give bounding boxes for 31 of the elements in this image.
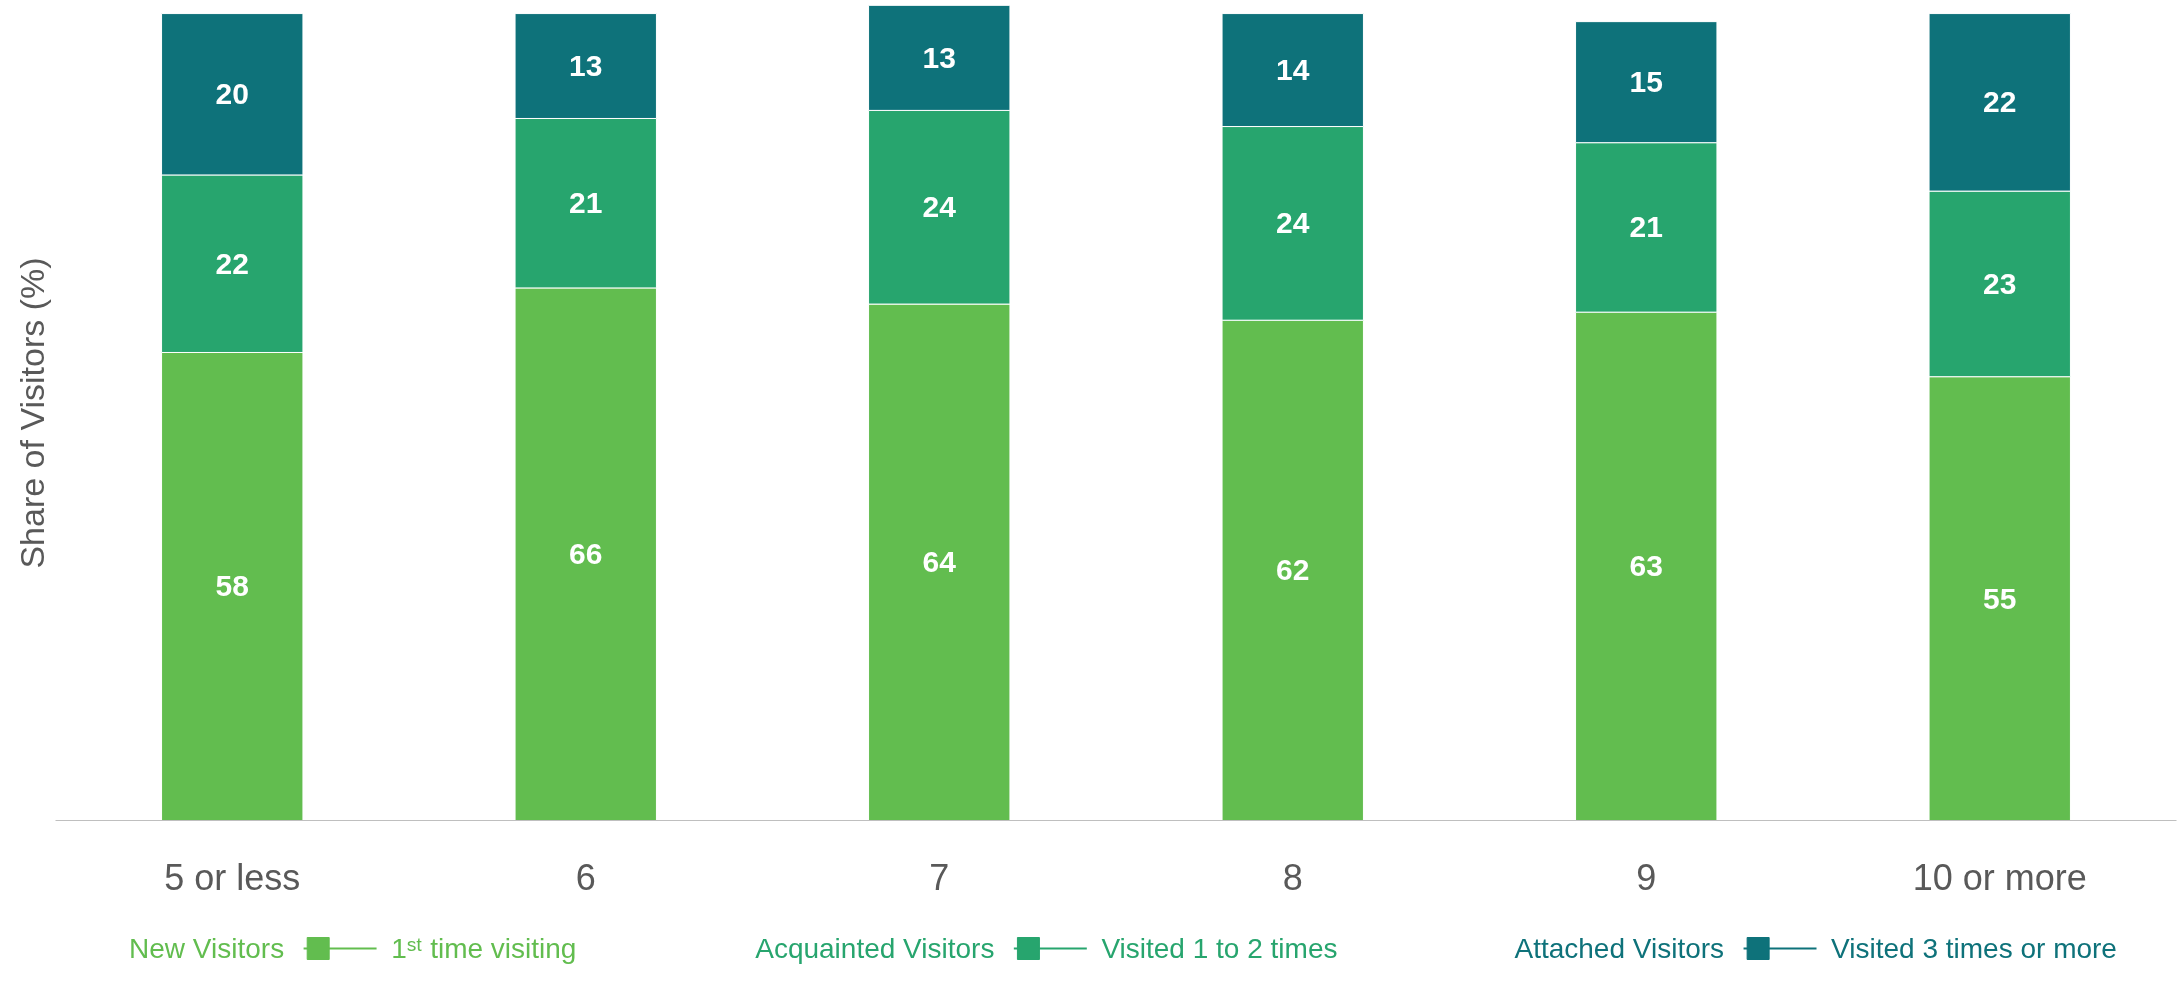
data-label: 64 bbox=[922, 545, 957, 579]
y-axis-title: Share of Visitors (%) bbox=[12, 257, 51, 569]
data-label: 21 bbox=[1629, 210, 1663, 244]
legend-label: Acquainted Visitors bbox=[755, 933, 995, 964]
data-label: 63 bbox=[1629, 549, 1663, 583]
x-tick-label: 10 or more bbox=[1912, 856, 2087, 898]
data-label: 13 bbox=[922, 40, 956, 74]
data-label: 55 bbox=[1983, 581, 2017, 615]
x-tick-label: 7 bbox=[929, 856, 950, 898]
data-label: 62 bbox=[1276, 553, 1310, 587]
data-label: 23 bbox=[1983, 266, 2017, 300]
data-label: 24 bbox=[922, 190, 957, 224]
data-label: 22 bbox=[215, 246, 249, 280]
data-label: 66 bbox=[569, 537, 603, 571]
data-label: 13 bbox=[569, 49, 603, 83]
data-label: 20 bbox=[215, 77, 249, 111]
x-tick-label: 5 or less bbox=[164, 856, 301, 898]
data-label: 58 bbox=[215, 569, 249, 603]
data-label: 15 bbox=[1629, 65, 1663, 99]
data-label: 24 bbox=[1276, 206, 1310, 240]
text: Visited 1 to 2 times bbox=[1101, 933, 1338, 964]
text: Visited 3 times or more bbox=[1831, 933, 2117, 964]
legend-label: New Visitors bbox=[129, 933, 285, 964]
data-label: 22 bbox=[1983, 85, 2017, 119]
x-tick-label: 6 bbox=[575, 856, 596, 898]
legend-label: Attached Visitors bbox=[1514, 933, 1725, 964]
x-tick-label: 9 bbox=[1636, 856, 1657, 898]
data-label: 14 bbox=[1276, 53, 1310, 87]
text: 1ˢᵗ time visiting bbox=[391, 933, 577, 964]
data-label: 21 bbox=[569, 186, 603, 220]
x-tick-label: 8 bbox=[1282, 856, 1303, 898]
